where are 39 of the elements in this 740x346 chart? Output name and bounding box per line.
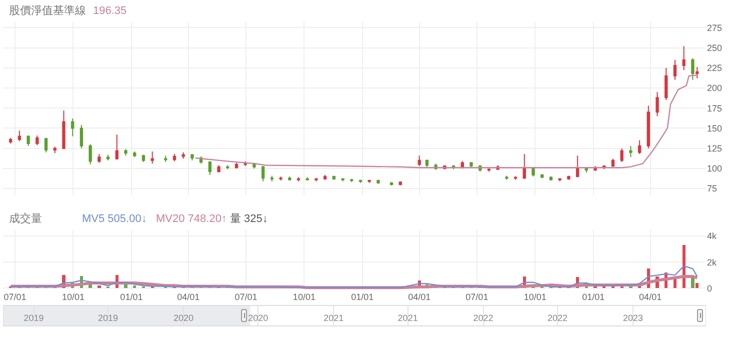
x-tick-label: 04/01: [408, 292, 431, 302]
x2-tick-label: 2021: [324, 313, 344, 324]
y-tick-label: 4k: [707, 231, 718, 242]
x-tick-label: 01/01: [582, 292, 605, 302]
chart-title: 股價淨值基準線: [9, 4, 86, 17]
y-tick-label: 275: [707, 22, 722, 33]
y-tick-label: 2k: [707, 257, 718, 268]
x2-tick-label: 2022: [548, 313, 568, 324]
y-tick-label: 225: [707, 63, 722, 74]
text: MV20 748.20↑: [156, 213, 227, 225]
y-tick-label: 125: [707, 143, 722, 154]
text: 量 325↓: [230, 213, 268, 225]
y-tick-label: 250: [707, 42, 722, 53]
text: MV5 505.00↓: [82, 213, 147, 225]
y-tick-label: 0: [707, 283, 712, 294]
x-tick-label: 04/01: [177, 292, 200, 302]
y-tick-label: 75: [707, 184, 718, 194]
x2-tick-label: 2019: [98, 313, 118, 324]
chart-title: 成交量: [9, 212, 42, 225]
x2-tick-label: 2021: [398, 313, 418, 324]
x-tick-label: 07/01: [466, 292, 488, 302]
y-tick-label: 100: [707, 164, 722, 174]
x-tick-label: 10/01: [62, 292, 85, 302]
x2-tick-label: 2020: [248, 313, 268, 324]
x2-tick-label: 2022: [473, 313, 494, 324]
x-tick-label: 10/01: [524, 292, 546, 302]
x-tick-label: 10/01: [292, 292, 316, 302]
text: 196.35: [93, 5, 127, 17]
x-tick-label: 04/01: [639, 292, 662, 302]
x-tick-label: 01/01: [351, 292, 374, 302]
y-tick-label: 175: [707, 103, 722, 114]
x-tick-label: 07/01: [234, 292, 258, 302]
x2-tick-label: 2020: [173, 313, 194, 324]
y-tick-label: 200: [707, 83, 722, 94]
x-tick-label: 07/01: [4, 292, 26, 302]
x2-tick-label: 2023: [622, 313, 644, 324]
x-tick-label: 01/01: [120, 292, 143, 302]
x2-tick-label: 2019: [24, 313, 44, 324]
y-tick-label: 150: [707, 123, 722, 134]
